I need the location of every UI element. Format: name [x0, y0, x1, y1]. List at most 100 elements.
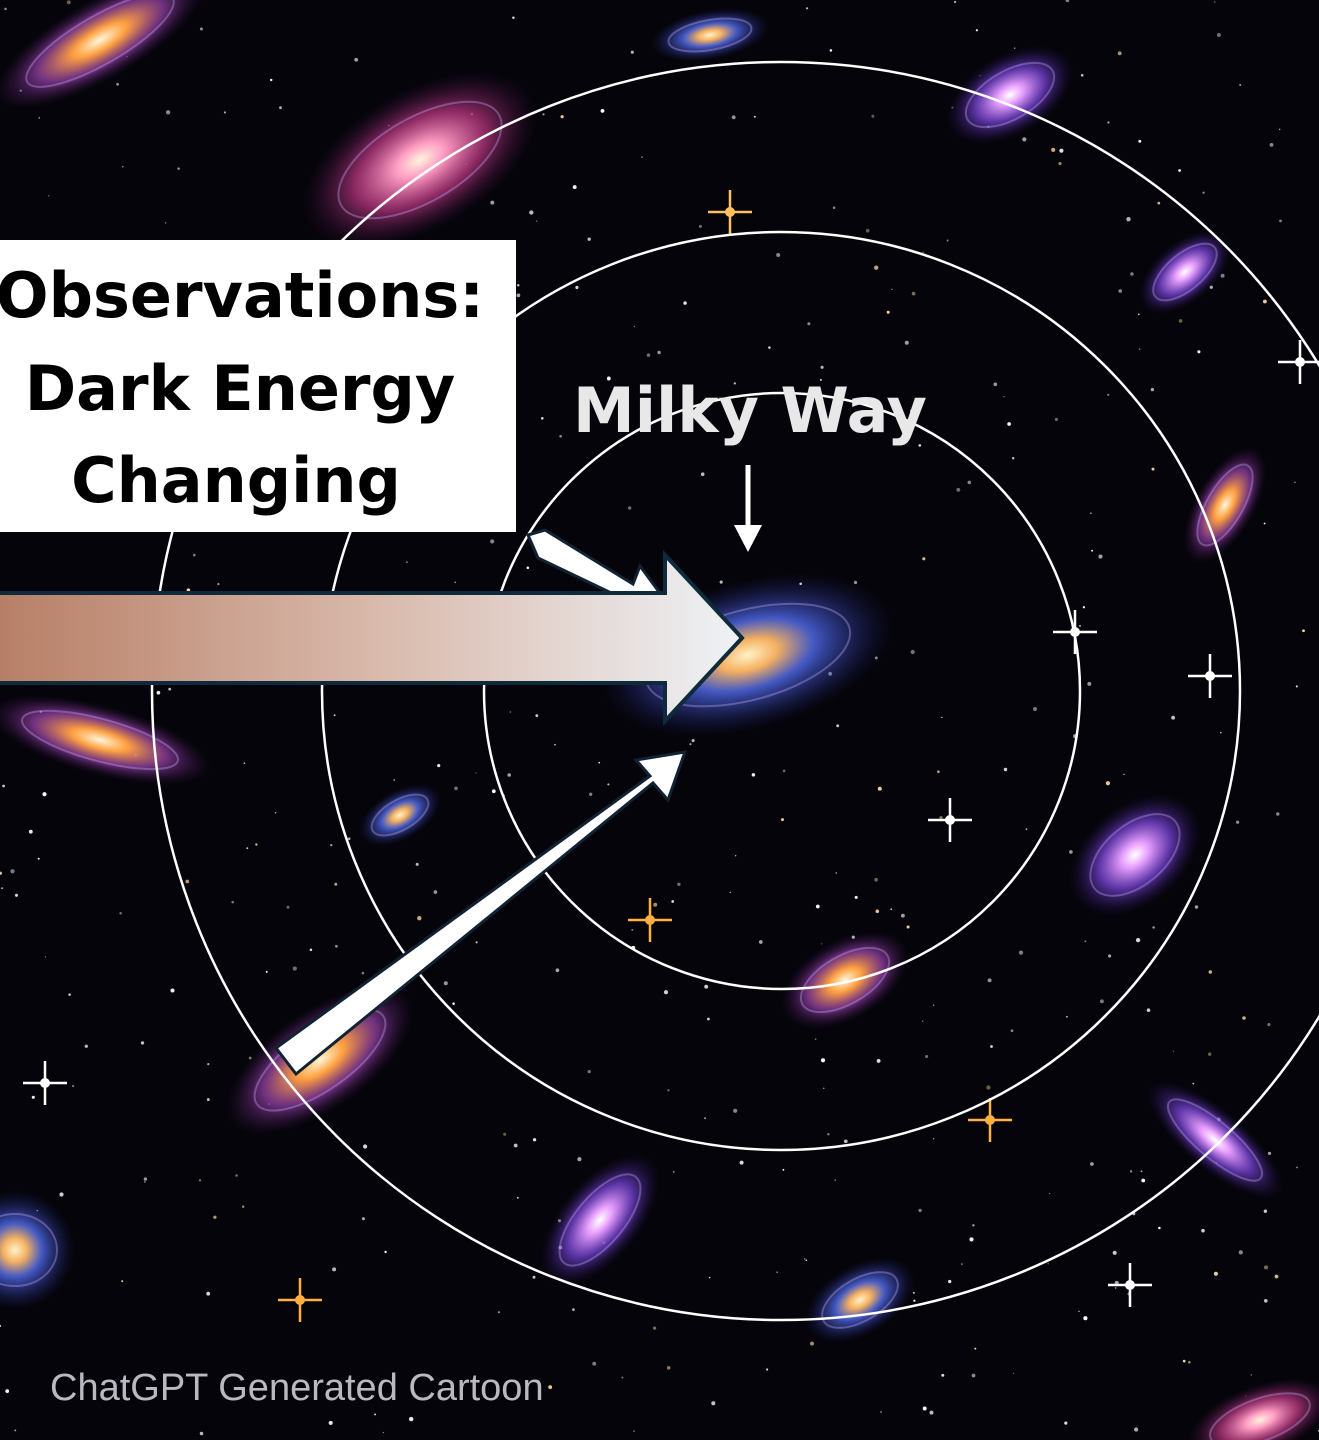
star: [641, 156, 643, 158]
star: [1064, 1422, 1067, 1425]
star: [207, 1098, 210, 1101]
star: [1296, 685, 1298, 687]
star: [1047, 1263, 1049, 1265]
star: [972, 1374, 976, 1378]
page: Milky Way Observations: Dark Energy Chan…: [0, 0, 1319, 1440]
star: [880, 1411, 882, 1413]
star: [913, 1300, 915, 1302]
star: [807, 322, 810, 325]
star: [157, 691, 161, 695]
star: [475, 772, 476, 773]
star: [922, 557, 925, 560]
star: [1239, 84, 1241, 86]
star: [556, 968, 560, 972]
star: [529, 210, 533, 214]
star: [536, 220, 537, 221]
star: [633, 1430, 634, 1431]
star: [922, 1021, 923, 1022]
star: [1267, 1023, 1270, 1026]
bright-star-core: [295, 1295, 305, 1305]
star: [1066, 1016, 1068, 1018]
star: [1090, 513, 1091, 514]
star: [492, 789, 496, 793]
star: [310, 949, 313, 952]
star: [1141, 1170, 1143, 1172]
star: [1183, 1360, 1186, 1363]
star: [993, 382, 997, 386]
star: [887, 311, 890, 314]
star: [631, 929, 633, 931]
star: [1100, 999, 1104, 1003]
star: [1279, 129, 1280, 130]
star: [15, 894, 18, 897]
star: [907, 925, 910, 928]
star: [912, 292, 916, 296]
star: [901, 914, 905, 918]
star: [1130, 272, 1134, 276]
star: [406, 561, 408, 563]
star: [592, 1362, 596, 1366]
star: [673, 1171, 675, 1173]
star: [517, 294, 521, 298]
star: [1011, 1029, 1014, 1032]
star: [711, 1401, 715, 1405]
star: [752, 773, 755, 776]
label-line: Changing: [71, 444, 401, 517]
star: [1049, 1193, 1050, 1194]
star: [1123, 774, 1124, 775]
star: [1294, 482, 1296, 484]
bright-star-core: [985, 1115, 995, 1125]
star: [740, 1161, 744, 1165]
star: [577, 1157, 581, 1161]
star: [1090, 1162, 1094, 1166]
star: [29, 830, 33, 834]
star: [1209, 970, 1213, 974]
star: [947, 240, 949, 242]
star: [1195, 905, 1198, 908]
star: [1171, 716, 1175, 720]
star: [45, 956, 46, 957]
star: [362, 1217, 365, 1220]
bright-star-core: [645, 915, 655, 925]
star: [1202, 192, 1204, 194]
star: [806, 7, 808, 9]
star: [1106, 781, 1110, 785]
star: [874, 266, 878, 270]
star: [1055, 418, 1058, 421]
star: [517, 284, 519, 286]
star: [476, 941, 478, 943]
star: [374, 1413, 376, 1415]
star: [1179, 319, 1183, 323]
star: [766, 1368, 768, 1370]
star: [1078, 1311, 1079, 1312]
star: [821, 943, 822, 944]
star: [735, 855, 736, 856]
star: [1091, 550, 1093, 552]
star: [1242, 1016, 1246, 1020]
star: [976, 29, 978, 31]
star: [1147, 1008, 1151, 1012]
star: [1263, 300, 1267, 304]
star: [10, 869, 14, 873]
milky-way-label: Milky Way: [573, 374, 927, 447]
star: [1279, 219, 1282, 222]
star: [1108, 954, 1111, 957]
star: [1012, 457, 1014, 459]
star: [1138, 140, 1141, 143]
star: [986, 1085, 990, 1089]
star: [1004, 768, 1007, 771]
star: [1134, 1427, 1138, 1431]
star: [1059, 149, 1063, 153]
star: [588, 238, 591, 241]
star: [207, 1063, 209, 1065]
star: [498, 1311, 500, 1313]
star: [768, 346, 770, 348]
star: [85, 1045, 88, 1048]
star: [1084, 940, 1086, 942]
star: [2, 785, 5, 788]
star: [816, 905, 820, 909]
star: [1197, 350, 1200, 353]
star: [1151, 388, 1154, 391]
star: [990, 1045, 993, 1048]
star: [631, 51, 634, 54]
